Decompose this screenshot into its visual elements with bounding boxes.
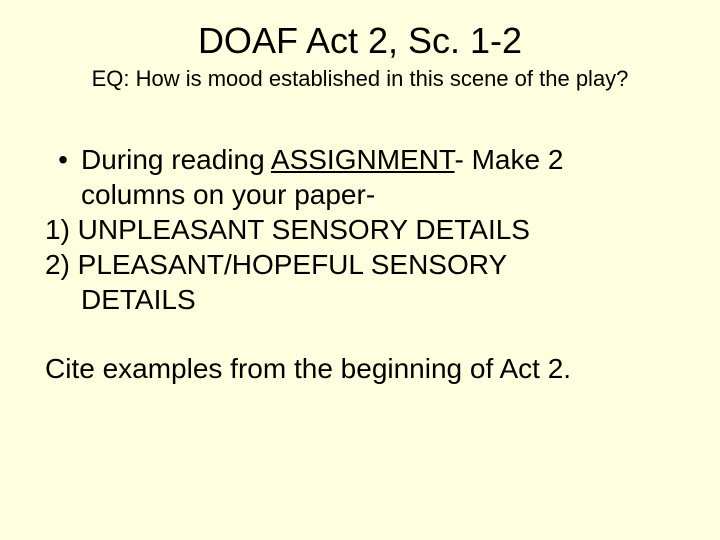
- bullet-prefix: During reading: [81, 144, 271, 175]
- list-item-1: 1) UNPLEASANT SENSORY DETAILS: [45, 212, 675, 247]
- slide-subtitle: EQ: How is mood established in this scen…: [45, 66, 675, 92]
- list-item-2-line-1: 2) PLEASANT/HOPEFUL SENSORY: [45, 247, 675, 282]
- list-item-2-line-2: DETAILS: [45, 282, 675, 317]
- bullet-item: • During reading ASSIGNMENT- Make 2: [45, 142, 675, 177]
- bullet-line-2: columns on your paper-: [45, 177, 675, 212]
- slide-body: • During reading ASSIGNMENT- Make 2 colu…: [45, 142, 675, 386]
- slide-title: DOAF Act 2, Sc. 1-2: [45, 20, 675, 62]
- spacer: [45, 317, 675, 351]
- bullet-line-1: During reading ASSIGNMENT- Make 2: [81, 142, 675, 177]
- closing-text: Cite examples from the beginning of Act …: [45, 351, 675, 386]
- bullet-suffix: - Make 2: [455, 144, 564, 175]
- bullet-marker: •: [45, 142, 81, 177]
- bullet-underlined: ASSIGNMENT: [271, 144, 455, 175]
